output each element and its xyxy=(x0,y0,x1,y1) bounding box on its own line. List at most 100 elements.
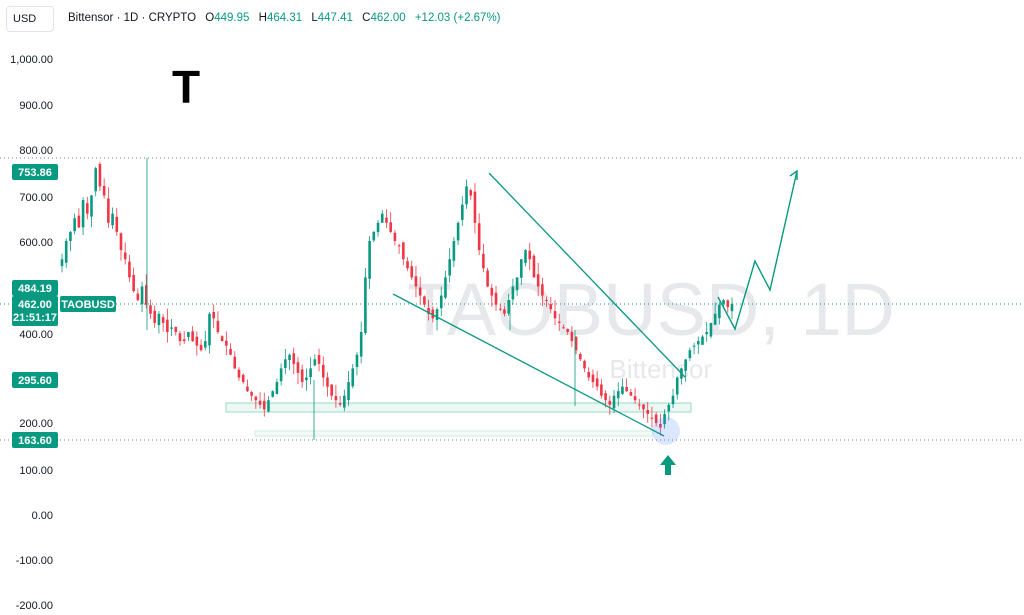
candle-body xyxy=(292,353,296,364)
candle-body xyxy=(431,309,435,319)
candle-body xyxy=(591,374,595,383)
candle-body xyxy=(212,312,215,319)
candle-body xyxy=(427,308,430,314)
candle-body xyxy=(494,292,498,305)
candle-body xyxy=(663,413,666,425)
candle-body xyxy=(191,331,194,342)
candle-body xyxy=(107,198,110,223)
candle-body xyxy=(380,213,384,223)
candle-body xyxy=(633,396,637,401)
candle-body xyxy=(718,304,721,319)
candle-body xyxy=(650,417,654,419)
svg-text:21:51:17: 21:51:17 xyxy=(13,312,57,324)
candle-body xyxy=(275,382,279,395)
wedge-upper-line[interactable] xyxy=(488,172,686,378)
candle-body xyxy=(616,391,620,399)
candle-body xyxy=(473,191,477,223)
candle-body xyxy=(203,341,207,348)
candle-body xyxy=(81,200,85,228)
candle-body xyxy=(452,241,456,261)
candle-body xyxy=(98,164,102,187)
candle-body xyxy=(64,241,68,263)
price-axis[interactable]: 1,000.00 900.00 800.00 700.00 600.00 400… xyxy=(10,54,53,612)
candle-body xyxy=(77,215,81,228)
candle-body xyxy=(123,252,127,260)
low-label: L xyxy=(311,12,318,24)
candle-body xyxy=(722,300,725,304)
candle-body xyxy=(545,299,548,301)
candle-body xyxy=(241,374,245,383)
candle-body xyxy=(170,327,173,329)
change-value: +12.03 (+2.67%) xyxy=(414,12,501,24)
candle-body xyxy=(659,424,662,428)
y-tick-label: -100.00 xyxy=(16,555,53,567)
candle-body xyxy=(102,185,106,196)
price-badge-high[interactable]: 753.86 xyxy=(12,164,58,180)
candle-body xyxy=(250,392,253,396)
candle-body xyxy=(347,382,350,401)
candle-body xyxy=(549,304,553,310)
candle-body xyxy=(532,255,536,278)
candle-body xyxy=(309,368,312,378)
candle-body xyxy=(166,319,169,332)
y-tick-label: 700.00 xyxy=(19,192,53,204)
y-tick-label: 400.00 xyxy=(19,329,53,341)
candle-body xyxy=(296,362,300,373)
candle-body xyxy=(149,305,152,314)
lower-zone[interactable] xyxy=(254,430,654,437)
candle-body xyxy=(128,261,131,278)
y-tick-label: 0.00 xyxy=(32,510,53,522)
candle-body xyxy=(60,259,64,267)
candle-body xyxy=(300,369,304,383)
candle-body xyxy=(132,275,135,292)
candle-body xyxy=(730,303,734,312)
svg-text:484.19: 484.19 xyxy=(18,283,52,295)
candle-body xyxy=(439,295,443,309)
candle-body xyxy=(94,168,98,192)
candle-body xyxy=(326,377,329,387)
candle-body xyxy=(511,286,515,300)
wedge-lower-line[interactable] xyxy=(392,293,665,437)
price-badge-level1[interactable]: 484.19 xyxy=(12,280,58,296)
ticker-badge[interactable]: TAOBUSD xyxy=(60,296,116,312)
price-badge-low[interactable]: 163.60 xyxy=(12,432,58,448)
candle-body xyxy=(477,223,481,251)
candle-body xyxy=(355,354,359,367)
candle-body xyxy=(115,216,119,232)
candle-body xyxy=(435,309,439,320)
candle-body xyxy=(469,190,473,196)
price-badge-last[interactable]: 462.00 21:51:17 xyxy=(12,296,58,326)
low-highlight-marker[interactable] xyxy=(652,417,680,445)
symbol-name[interactable]: Bittensor xyxy=(68,12,114,24)
svg-text:TAOBUSD: TAOBUSD xyxy=(61,299,115,311)
candle-body xyxy=(343,395,346,408)
candle-body xyxy=(364,277,367,333)
candle-body xyxy=(73,218,76,232)
candle-body xyxy=(174,326,178,332)
candle-body xyxy=(90,195,93,217)
projection-path[interactable] xyxy=(717,170,798,331)
candle-body xyxy=(410,266,414,278)
svg-text:295.60: 295.60 xyxy=(18,375,52,387)
support-zone[interactable] xyxy=(225,402,692,413)
candle-body xyxy=(688,350,692,359)
price-badge-level2[interactable]: 295.60 xyxy=(12,372,58,388)
candle-body xyxy=(423,296,426,305)
candle-body xyxy=(608,400,612,405)
candle-body xyxy=(486,270,489,287)
y-tick-label: 900.00 xyxy=(19,100,53,112)
candle-body xyxy=(208,313,211,346)
currency-button[interactable]: USD xyxy=(6,6,54,32)
candle-body xyxy=(195,336,199,346)
candle-body xyxy=(305,377,308,381)
candle-body xyxy=(229,348,232,355)
candle-body xyxy=(313,359,317,366)
interval-label[interactable]: 1D xyxy=(123,12,139,24)
candle-body xyxy=(709,322,713,337)
y-tick-label: 100.00 xyxy=(19,465,53,477)
arrow-up-icon xyxy=(660,455,676,475)
candle-body xyxy=(587,372,591,378)
y-tick-label: -200.00 xyxy=(16,600,53,612)
candle-body xyxy=(557,321,561,323)
